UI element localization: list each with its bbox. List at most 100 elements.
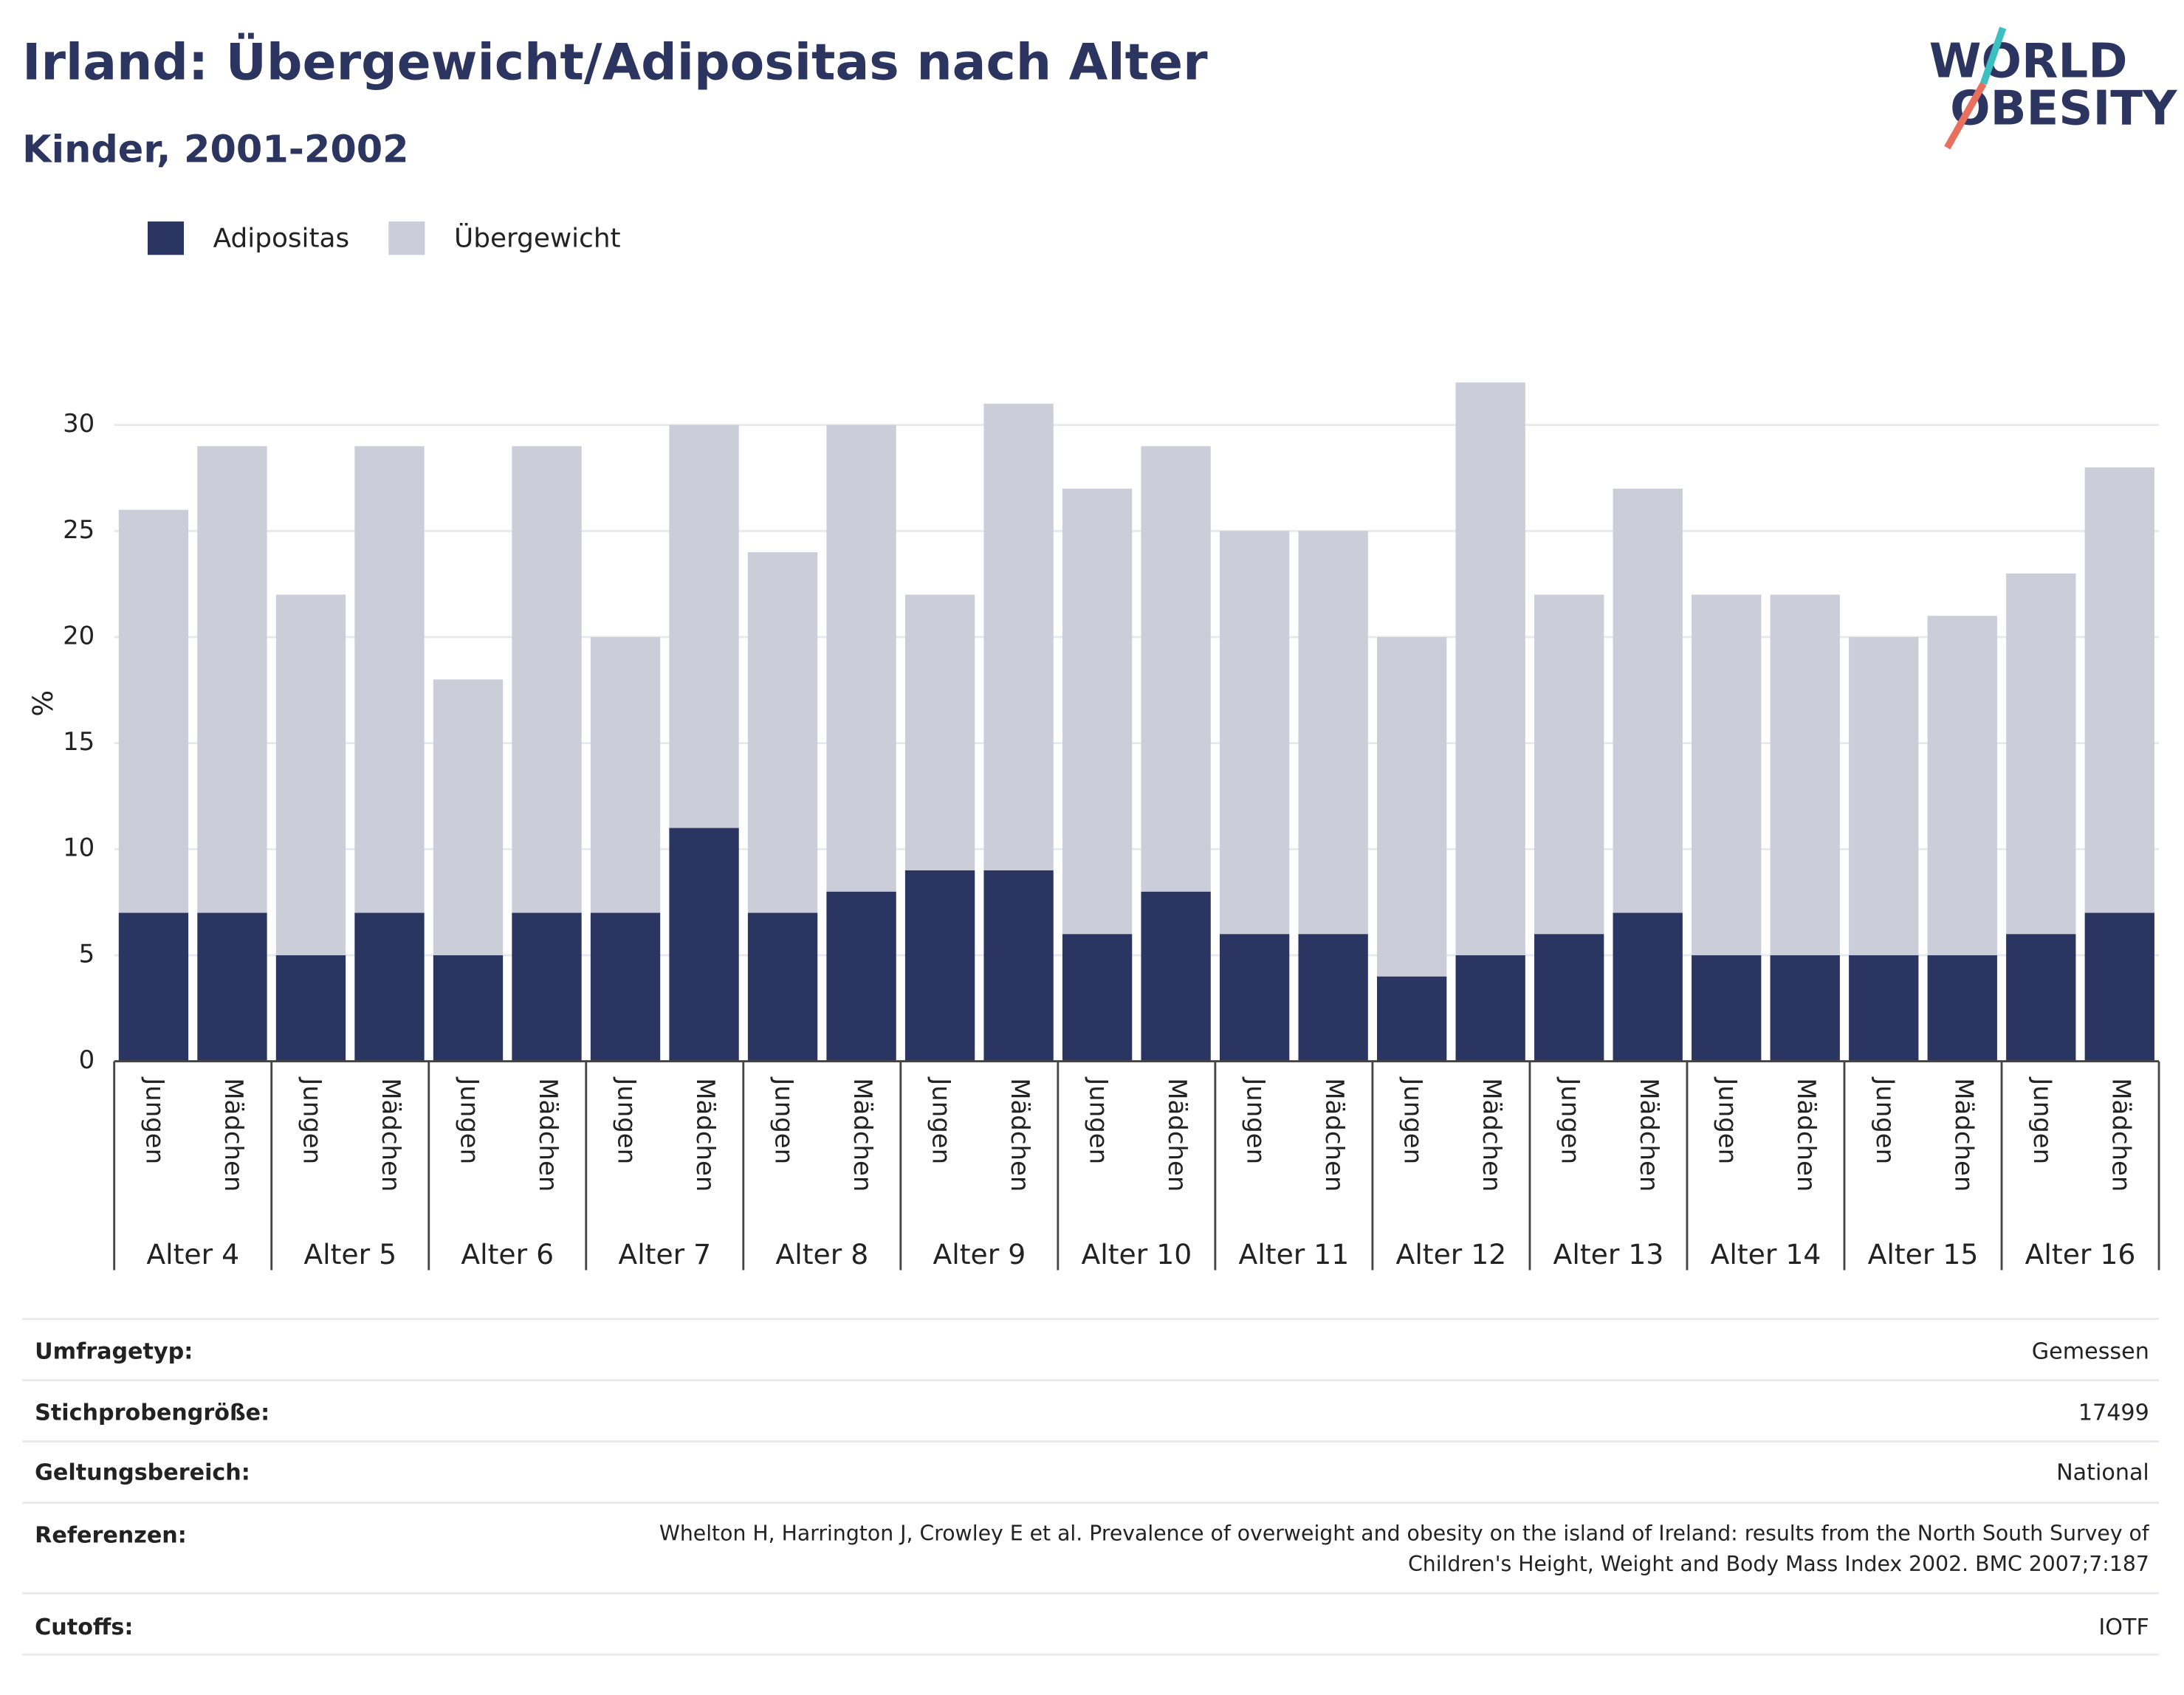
group-label: Alter 6: [461, 1238, 554, 1271]
bar-segment: [1692, 955, 1762, 1062]
bar-segment: [2006, 934, 2076, 1062]
bar-segment: [197, 446, 267, 913]
bar-segment: [2084, 467, 2154, 913]
table-key: Stichprobengröße:: [35, 1400, 269, 1426]
y-tick-label: 25: [63, 515, 95, 545]
x-tick-label: Jungen: [297, 1076, 326, 1164]
group-label: Alter 14: [1711, 1238, 1821, 1271]
bar-segment: [1141, 891, 1211, 1062]
x-tick-label: Jungen: [612, 1076, 642, 1164]
bar-segment: [433, 679, 504, 955]
bar-segment: [1613, 912, 1683, 1062]
x-tick-label: Jungen: [769, 1076, 799, 1164]
bar-segment: [1298, 531, 1368, 935]
bar-segment: [1927, 616, 1997, 955]
bar-segment: [1770, 955, 1840, 1062]
bar-segment: [1770, 594, 1840, 955]
bar-segment: [354, 912, 425, 1062]
x-tick-label: Mädchen: [1634, 1078, 1663, 1192]
logo: WORLD OBESITY: [1929, 27, 2178, 150]
bar-segment: [1534, 934, 1604, 1062]
x-tick-label: Jungen: [1241, 1076, 1271, 1164]
y-tick-label: 30: [63, 409, 95, 439]
bar-segment: [904, 594, 975, 870]
bar-segment: [826, 424, 896, 892]
bar-segment: [354, 446, 425, 913]
bar-segment: [2084, 912, 2154, 1062]
bar-segment: [1298, 934, 1368, 1062]
logo-slash: [1944, 81, 1987, 150]
bar-segment: [1927, 955, 1997, 1062]
bar-segment: [2006, 573, 2076, 935]
group-label: Alter 8: [775, 1238, 868, 1271]
bar-segment: [512, 912, 582, 1062]
group-label: Alter 11: [1239, 1238, 1350, 1271]
group-label: Alter 9: [933, 1238, 1026, 1271]
x-tick-label: Mädchen: [533, 1078, 563, 1192]
group-label: Alter 5: [303, 1238, 396, 1271]
x-tick-label: Mädchen: [690, 1078, 720, 1192]
legend-label: Übergewicht: [454, 223, 621, 254]
chart-subtitle: Kinder, 2001-2002: [22, 128, 408, 172]
group-label: Alter 15: [1868, 1238, 1979, 1271]
bar-segment: [275, 594, 346, 955]
y-tick-label: 0: [79, 1045, 95, 1075]
bar-segment: [118, 912, 189, 1062]
table-value: IOTF: [2098, 1615, 2149, 1640]
bar-segment: [1062, 934, 1133, 1062]
chart-title: Irland: Übergewicht/Adipositas nach Alte…: [22, 32, 1208, 92]
bar-segment: [669, 828, 739, 1062]
x-tick-label: Jungen: [1713, 1076, 1742, 1164]
bar-segment: [1377, 976, 1447, 1062]
bar-segment: [1455, 955, 1525, 1062]
bar-segment: [1219, 934, 1290, 1062]
bar-segment: [904, 870, 975, 1062]
y-tick-label: 5: [79, 939, 95, 969]
group-label: Alter 10: [1081, 1238, 1192, 1271]
x-tick-label: Jungen: [927, 1076, 956, 1164]
bar-segment: [1534, 594, 1604, 935]
group-label: Alter 12: [1396, 1238, 1507, 1271]
legend-swatch: [388, 221, 425, 255]
bar-segment: [275, 955, 346, 1062]
table-value: 17499: [2078, 1400, 2149, 1426]
table-value: National: [2056, 1460, 2149, 1485]
bar-segment: [1141, 446, 1211, 892]
group-label: Alter 4: [146, 1238, 239, 1271]
bar-segment: [747, 552, 818, 913]
x-tick-label: Jungen: [2027, 1076, 2057, 1164]
table-key: Cutoffs:: [35, 1615, 133, 1640]
bar-segment: [983, 870, 1054, 1062]
bar-segment: [983, 403, 1054, 870]
y-tick-label: 10: [63, 833, 95, 863]
bar-segment: [1849, 636, 1919, 955]
x-tick-label: Mädchen: [1005, 1078, 1034, 1192]
x-tick-label: Jungen: [140, 1076, 169, 1164]
logo-slash: [1979, 27, 2007, 85]
x-tick-label: Mädchen: [1162, 1078, 1192, 1192]
table-key: Umfragetyp:: [35, 1338, 193, 1364]
bar-segment: [590, 636, 661, 913]
x-tick-label: Mädchen: [219, 1078, 248, 1192]
bar-segment: [826, 891, 896, 1062]
x-tick-label: Mädchen: [376, 1078, 405, 1192]
y-tick-label: 20: [63, 621, 95, 650]
bar-segment: [1377, 636, 1447, 977]
table-value: Whelton H, Harrington J, Crowley E et al…: [659, 1521, 2149, 1577]
bar-segment: [747, 912, 818, 1062]
y-axis-label: %: [27, 690, 59, 717]
group-label: Alter 16: [2025, 1238, 2136, 1271]
x-tick-label: Mädchen: [1791, 1078, 1821, 1192]
x-tick-label: Mädchen: [1948, 1078, 1978, 1192]
bar-segment: [1849, 955, 1919, 1062]
table-key: Geltungsbereich:: [35, 1460, 250, 1485]
x-tick-label: Jungen: [1870, 1076, 1900, 1164]
y-tick-label: 15: [63, 727, 95, 757]
x-tick-label: Jungen: [1556, 1076, 1585, 1164]
bar-segment: [1692, 594, 1762, 955]
table-key: Referenzen:: [35, 1522, 187, 1548]
bar-segment: [433, 955, 504, 1062]
x-tick-label: Jungen: [1398, 1076, 1428, 1164]
table-value: Gemessen: [2032, 1338, 2149, 1364]
